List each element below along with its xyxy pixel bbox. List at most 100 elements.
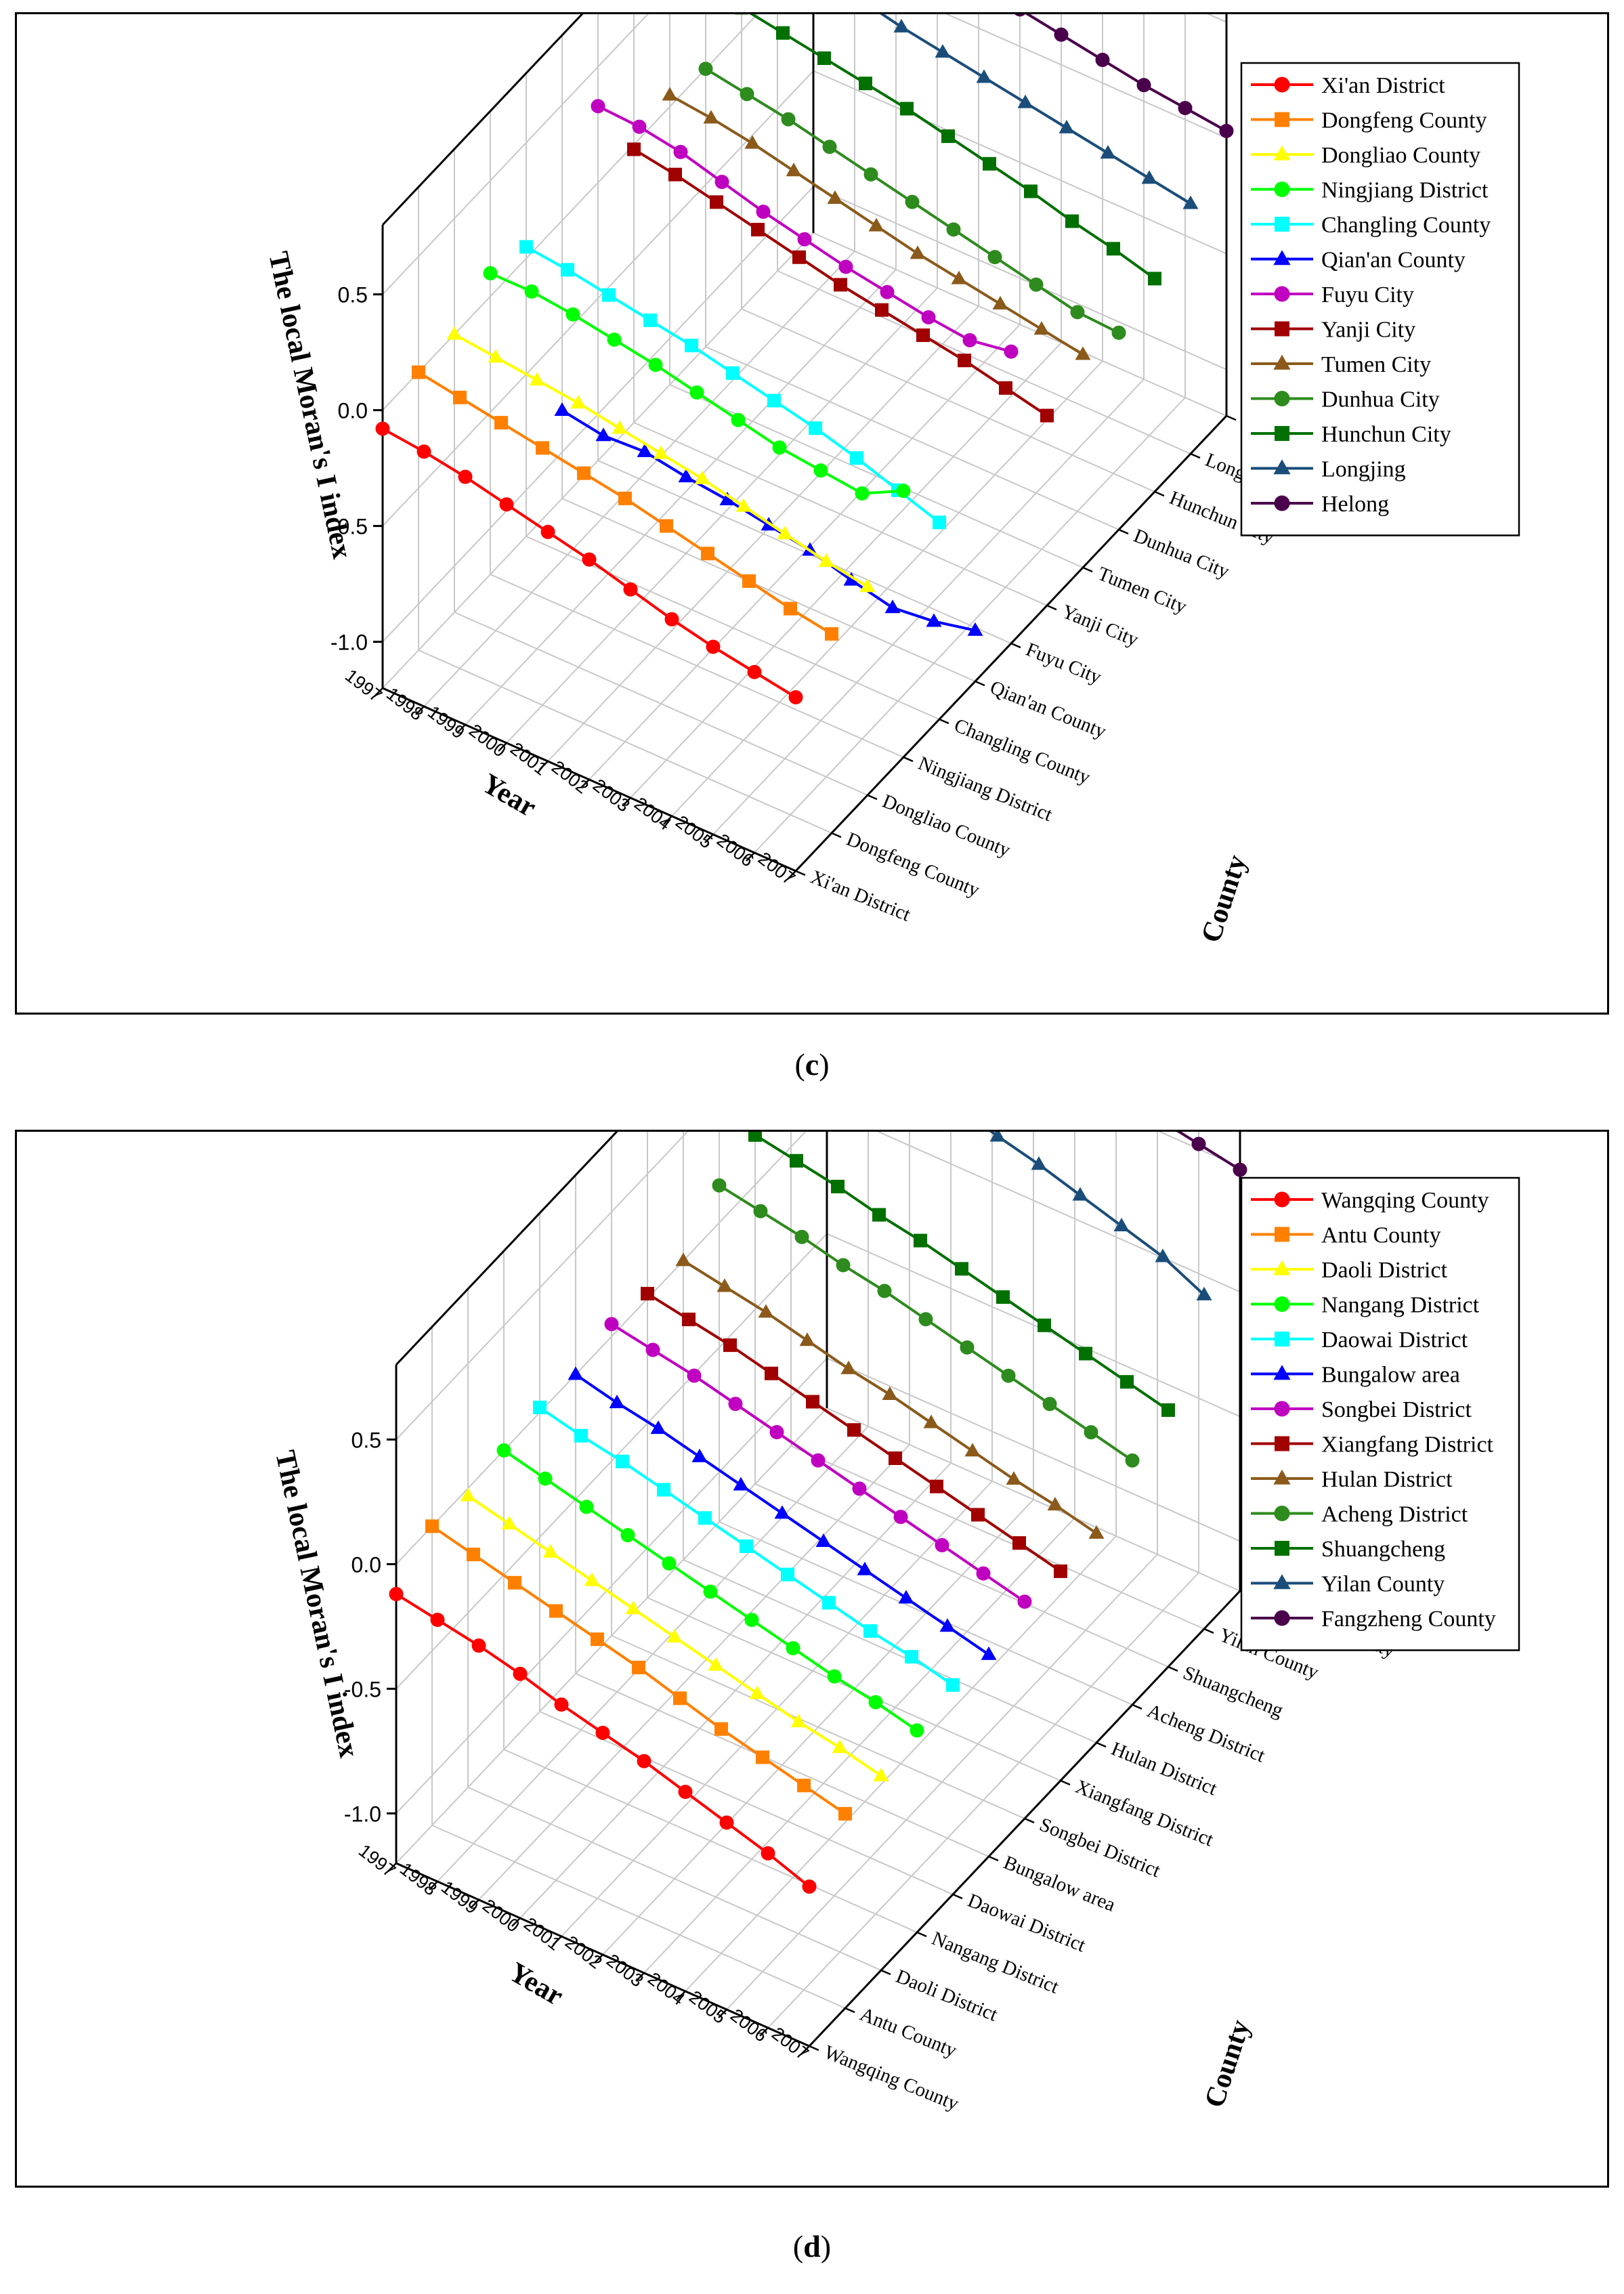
data-point: [706, 639, 721, 654]
caption-d-letter: d: [803, 2229, 821, 2264]
floor-gridline-county: [490, 574, 904, 758]
value-tick-label: 0.0: [338, 399, 368, 423]
axis-frame-edge: [381, 14, 584, 226]
data-point: [987, 250, 1002, 265]
year-tick-label: 2002: [548, 757, 593, 798]
series-d: [989, 1132, 1212, 1300]
data-point: [643, 313, 657, 327]
data-point: [930, 1479, 943, 1493]
data-point: [1196, 1286, 1212, 1300]
data-point: [822, 140, 837, 154]
data-point: [657, 1483, 670, 1497]
data-point: [648, 358, 663, 373]
data-point: [519, 240, 533, 254]
data-point: [873, 1767, 889, 1781]
year-tick-label: 1997: [341, 665, 386, 706]
data-point: [774, 1505, 790, 1519]
series-c: [483, 265, 911, 501]
value-tick-label: 0.0: [351, 1552, 381, 1577]
data-point: [852, 1481, 867, 1496]
data-point: [898, 1590, 914, 1604]
data-point: [664, 612, 679, 626]
floor-gridline-county: [719, 1521, 1133, 1705]
data-point: [1274, 1506, 1290, 1521]
county-tick: [1118, 528, 1129, 535]
caption-d-close: ): [820, 2229, 832, 2264]
data-point: [554, 402, 570, 417]
year-tick-label: 2001: [520, 1913, 565, 1955]
year-tick-label: 2004: [631, 793, 675, 834]
data-point: [811, 1453, 826, 1468]
county-tick: [1082, 566, 1093, 573]
data-point: [951, 270, 967, 284]
year-tick: [470, 1899, 479, 1909]
caption-c: (c): [0, 1046, 1624, 1082]
data-point: [753, 1204, 768, 1218]
data-point: [582, 552, 597, 567]
data-point: [1100, 145, 1116, 159]
chart-d: 0.50.0-0.5-1.019971998199920002001200220…: [269, 1132, 1520, 2115]
data-point: [765, 1366, 778, 1380]
data-point: [632, 119, 647, 134]
value-tick-label: -1.0: [344, 1802, 381, 1826]
county-tick: [1046, 604, 1057, 611]
floor-gridline-county: [633, 422, 1048, 606]
data-point: [799, 1332, 815, 1346]
data-point: [1274, 1610, 1290, 1626]
county-tick: [1096, 1741, 1107, 1748]
data-point: [687, 1368, 702, 1383]
legend-label: Daowai District: [1321, 1327, 1468, 1353]
data-point: [1141, 170, 1157, 184]
data-point: [740, 1539, 753, 1553]
data-point: [797, 232, 812, 247]
data-point: [650, 1420, 666, 1435]
year-tick: [511, 1917, 521, 1927]
floor-gridline-county: [683, 1559, 1097, 1743]
county-tick: [1132, 1703, 1142, 1710]
data-point: [1275, 217, 1289, 232]
data-point: [682, 1313, 696, 1327]
data-point: [1079, 1346, 1092, 1361]
data-point: [976, 69, 992, 83]
floor-gridline-county: [669, 384, 1084, 568]
data-point: [827, 190, 843, 204]
data-point: [926, 613, 942, 627]
data-point: [933, 515, 946, 530]
data-point: [790, 1714, 807, 1728]
data-point: [1029, 277, 1044, 292]
data-point: [568, 1366, 584, 1380]
year-tick: [663, 815, 672, 825]
data-point: [540, 524, 555, 539]
data-point: [731, 412, 746, 427]
data-point: [584, 1572, 600, 1586]
data-point: [1274, 1401, 1290, 1417]
data-point: [831, 1179, 845, 1193]
data-point: [1014, 14, 1025, 17]
data-point: [1273, 145, 1291, 161]
data-point: [843, 572, 859, 586]
data-point: [1054, 27, 1069, 42]
series-d: [604, 1317, 1032, 1609]
data-point: [458, 469, 473, 484]
data-point: [666, 1629, 683, 1643]
year-tick: [800, 2045, 810, 2055]
data-point: [939, 1618, 956, 1632]
county-tick-label: Yanji City: [1059, 601, 1142, 651]
data-point: [1273, 1365, 1291, 1380]
data-point: [792, 250, 806, 264]
series-c: [412, 365, 838, 641]
data-point: [744, 135, 761, 149]
series-d: [425, 1519, 852, 1821]
series-c: [735, 14, 1161, 286]
legend-label: Dongliao County: [1321, 143, 1480, 168]
floor-gridline-county: [454, 612, 868, 796]
data-point: [827, 1669, 842, 1684]
year-tick-label: 2007: [768, 2023, 813, 2064]
data-point: [981, 1646, 997, 1660]
data-point: [653, 445, 669, 459]
data-point: [714, 1722, 728, 1736]
value-tick-label: -0.5: [330, 515, 368, 539]
value-gridline: [382, 14, 1227, 295]
data-point: [673, 144, 688, 159]
year-tick-label: 2006: [713, 830, 758, 871]
